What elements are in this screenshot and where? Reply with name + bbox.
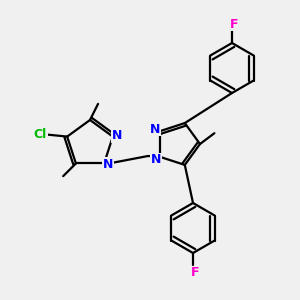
Text: N: N: [150, 123, 160, 136]
Text: F: F: [230, 17, 238, 31]
Text: F: F: [191, 266, 199, 280]
Text: N: N: [103, 158, 113, 171]
Text: N: N: [151, 153, 161, 167]
Text: N: N: [112, 129, 122, 142]
Text: Cl: Cl: [34, 128, 47, 141]
